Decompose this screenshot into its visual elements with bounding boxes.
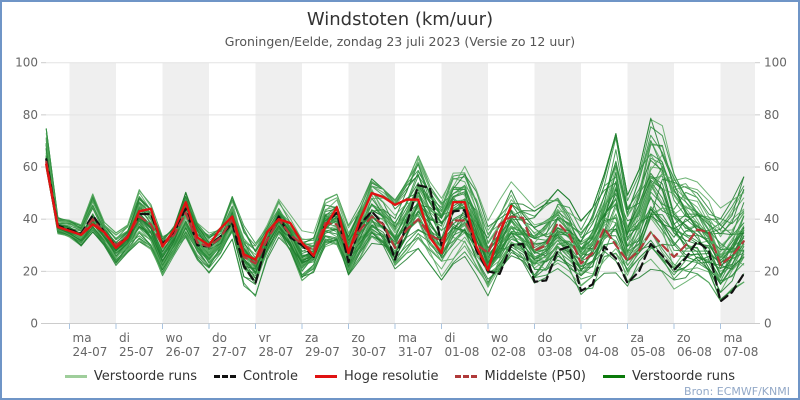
legend-item: Hoge resolutie xyxy=(315,369,438,384)
x-tick-day: wo xyxy=(166,331,183,345)
legend-item: Middelste (P50) xyxy=(455,369,586,384)
y-axis-label-left: 40 xyxy=(23,212,38,226)
legend-label: Middelste (P50) xyxy=(484,369,586,384)
x-tick-date: 30-07 xyxy=(352,345,387,359)
x-tick-day: zo xyxy=(677,331,691,345)
legend-label: Verstoorde runs xyxy=(93,369,198,384)
x-tick-date: 27-07 xyxy=(212,345,247,359)
day-band xyxy=(534,62,581,324)
chart-title: Windstoten (km/uur) xyxy=(306,9,494,30)
legend-label: Controle xyxy=(243,369,299,384)
x-tick-date: 28-07 xyxy=(259,345,294,359)
day-band xyxy=(255,62,302,324)
ensemble-member-line xyxy=(45,158,745,283)
x-tick-day: wo xyxy=(491,331,508,345)
series-line-hoge-resolutie xyxy=(45,163,513,272)
ensemble-member-line xyxy=(45,126,745,260)
y-axis-label-right: 60 xyxy=(764,160,779,174)
x-tick-date: 25-07 xyxy=(119,345,154,359)
y-axis-label-left: 20 xyxy=(23,264,38,278)
x-tick-date: 26-07 xyxy=(166,345,201,359)
x-tick-date: 29-07 xyxy=(305,345,340,359)
x-tick-day: zo xyxy=(352,331,366,345)
legend-swatch-line xyxy=(455,375,478,378)
legend-swatch-line xyxy=(214,375,237,378)
x-tick-day: do xyxy=(212,331,227,345)
x-tick-day: za xyxy=(305,331,319,345)
x-tick-date: 31-07 xyxy=(398,345,433,359)
x-tick-date: 24-07 xyxy=(73,345,108,359)
chart-legend: Verstoorde runs Controle Hoge resolutie Mid… xyxy=(2,369,798,384)
y-axis-label-left: 0 xyxy=(30,317,38,331)
y-axis-label-right: 100 xyxy=(764,56,787,70)
y-axis-label-right: 20 xyxy=(764,264,779,278)
x-tick-date: 03-08 xyxy=(538,345,573,359)
legend-label: Verstoorde runs xyxy=(631,369,736,384)
legend-item: Verstoorde runs xyxy=(64,369,198,384)
x-tick-day: ma xyxy=(724,331,743,345)
y-axis-label-left: 80 xyxy=(23,108,38,122)
x-tick-day: ma xyxy=(398,331,417,345)
ensemble-member-line xyxy=(45,142,745,262)
legend-item: Verstoorde runs xyxy=(602,369,736,384)
x-tick-day: za xyxy=(631,331,645,345)
day-band xyxy=(720,62,755,324)
ensemble-member-line xyxy=(45,144,745,254)
ensemble-member-line xyxy=(45,147,745,279)
y-axis-label-left: 60 xyxy=(23,160,38,174)
source-credit: Bron: ECMWF/KNMI xyxy=(684,385,790,398)
y-axis-label-right: 40 xyxy=(764,212,779,226)
chart-subtitle: Groningen/Eelde, zondag 23 juli 2023 (Ve… xyxy=(224,34,576,49)
x-tick-date: 06-08 xyxy=(677,345,712,359)
day-band xyxy=(69,62,116,324)
y-axis-label-right: 80 xyxy=(764,108,779,122)
x-tick-date: 02-08 xyxy=(491,345,526,359)
x-tick-date: 01-08 xyxy=(445,345,480,359)
ensemble-member-line xyxy=(45,138,745,271)
x-tick-day: vr xyxy=(584,331,596,345)
x-tick-date: 07-08 xyxy=(724,345,759,359)
legend-swatch-line xyxy=(602,375,625,378)
x-tick-day: di xyxy=(119,331,130,345)
x-tick-day: di xyxy=(445,331,456,345)
legend-swatch-line xyxy=(315,375,338,378)
x-tick-date: 04-08 xyxy=(584,345,619,359)
x-tick-day: ma xyxy=(73,331,92,345)
ensemble-member-line xyxy=(45,117,745,270)
x-tick-day: vr xyxy=(259,331,271,345)
x-tick-day: do xyxy=(538,331,553,345)
legend-label: Hoge resolutie xyxy=(344,369,439,384)
legend-swatch-line xyxy=(64,375,87,378)
legend-item: Controle xyxy=(214,369,298,384)
x-tick-date: 05-08 xyxy=(631,345,666,359)
y-axis-label-left: 100 xyxy=(15,56,38,70)
y-axis-label-right: 0 xyxy=(764,317,772,331)
